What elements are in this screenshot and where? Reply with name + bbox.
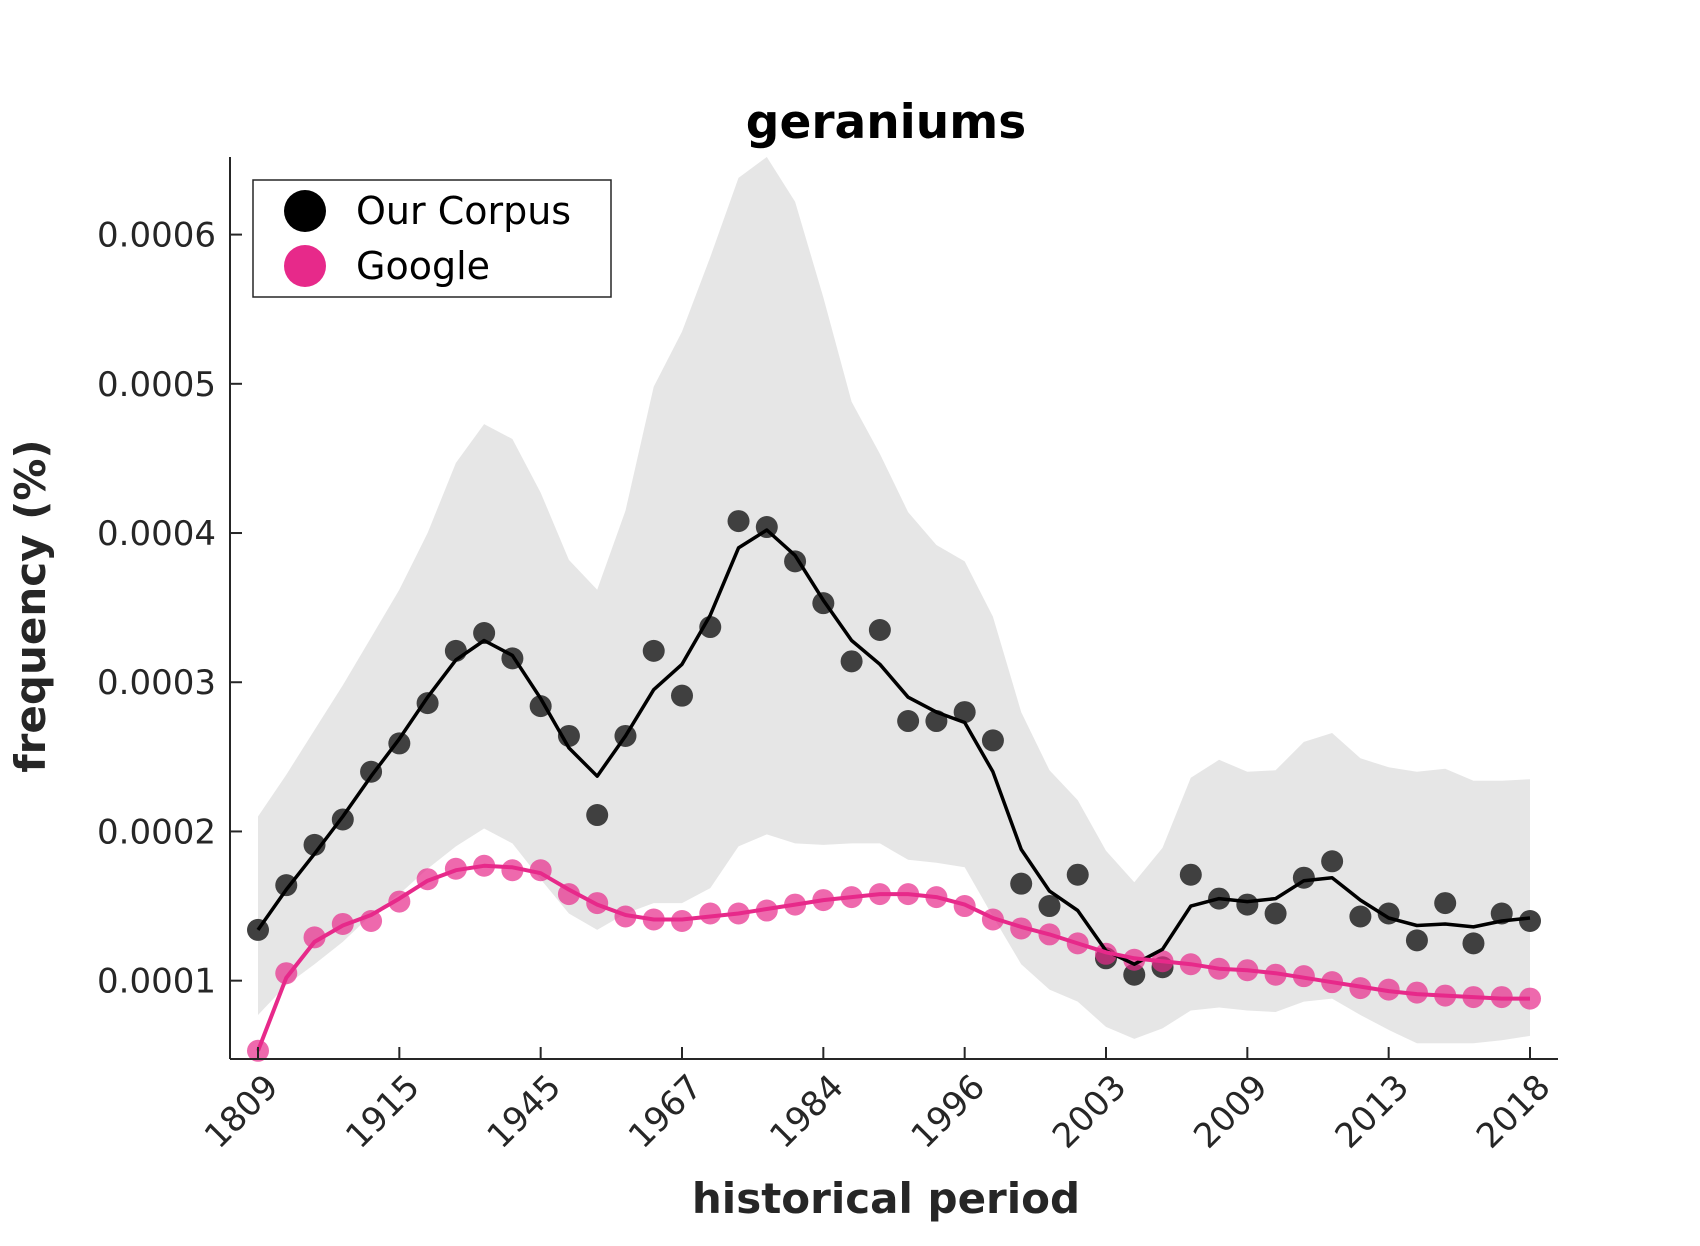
corpus-point <box>1179 863 1202 886</box>
corpus-point <box>840 650 863 673</box>
corpus-point <box>1038 895 1061 918</box>
legend: Our Corpus Google <box>252 179 612 298</box>
corpus-point <box>1349 905 1372 928</box>
y-tick-label: 0.0004 <box>97 514 216 554</box>
legend-marker-google <box>284 245 326 287</box>
chart-title: geraniums <box>746 95 1026 150</box>
corpus-point <box>1066 863 1089 886</box>
corpus-trend-line <box>256 528 1531 966</box>
corpus-point <box>953 701 976 724</box>
corpus-point <box>303 833 326 856</box>
corpus-point <box>247 918 269 941</box>
x-axis-title: historical period <box>692 1174 1080 1223</box>
y-tick-label: 0.0005 <box>97 365 216 405</box>
corpus-point <box>1434 892 1457 915</box>
corpus-point <box>1321 850 1344 873</box>
corpus-point <box>1264 902 1287 925</box>
legend-label-corpus: Our Corpus <box>356 189 571 233</box>
google-trend-line <box>256 863 1530 1052</box>
legend-label-google: Google <box>356 244 490 288</box>
corpus-point <box>981 729 1004 752</box>
corpus-point <box>1236 893 1259 916</box>
corpus-point <box>416 692 439 715</box>
corpus-point <box>1519 909 1541 932</box>
corpus-point <box>671 684 693 707</box>
y-tick-label: 0.0006 <box>97 216 216 256</box>
plot-area <box>247 157 1541 1062</box>
y-tick-label: 0.0003 <box>97 663 216 703</box>
corpus-point <box>1010 872 1033 895</box>
corpus-point <box>275 874 298 897</box>
corpus-point <box>642 639 665 662</box>
y-tick-label: 0.0001 <box>97 962 216 1002</box>
corpus-point <box>586 804 609 827</box>
corpus-point <box>1405 929 1428 952</box>
corpus-point <box>897 710 920 733</box>
corpus-point <box>868 619 891 642</box>
y-tick-label: 0.0002 <box>97 812 216 852</box>
y-axis-title: frequency (%) <box>6 439 55 772</box>
google-point <box>699 902 722 925</box>
corpus-confidence-band <box>258 157 1530 1044</box>
corpus-point <box>473 621 496 644</box>
corpus-point <box>727 510 750 533</box>
google-point <box>501 859 524 882</box>
google-point <box>303 926 326 949</box>
legend-marker-corpus <box>284 190 326 232</box>
corpus-point <box>1462 932 1485 955</box>
